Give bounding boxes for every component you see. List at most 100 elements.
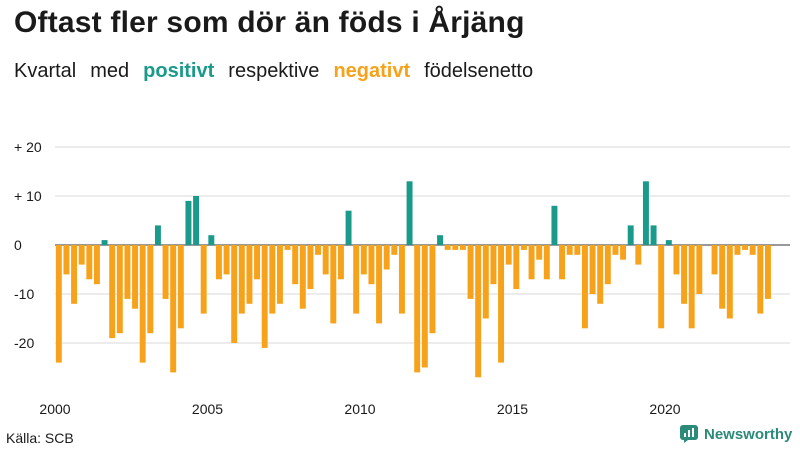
legend-positive: positivt bbox=[143, 60, 215, 82]
bar bbox=[498, 245, 505, 363]
bar bbox=[124, 245, 131, 299]
bar bbox=[513, 245, 520, 290]
bar bbox=[437, 235, 444, 245]
x-tick-label: 2010 bbox=[344, 401, 375, 417]
bar bbox=[475, 245, 482, 378]
source-note: Källa: SCB bbox=[6, 430, 74, 446]
chart-title: Oftast fler som dör än föds i Årjäng bbox=[14, 6, 525, 39]
x-tick-label: 2020 bbox=[649, 401, 680, 417]
subtitle-word-respektive: respektive bbox=[228, 60, 320, 82]
bar bbox=[254, 245, 261, 280]
bar bbox=[406, 181, 413, 245]
bar bbox=[231, 245, 238, 343]
bar bbox=[642, 181, 649, 245]
bar bbox=[726, 245, 733, 319]
bar bbox=[505, 245, 512, 265]
subtitle-word-fodelsenetto: födelsenetto bbox=[424, 60, 534, 82]
subtitle-word-kvartal: Kvartal bbox=[14, 60, 77, 82]
bar bbox=[193, 196, 200, 245]
x-tick-label: 2015 bbox=[497, 401, 528, 417]
bar bbox=[353, 245, 360, 314]
bar bbox=[154, 225, 161, 245]
bar bbox=[757, 245, 764, 314]
bar bbox=[482, 245, 489, 319]
bar bbox=[467, 245, 474, 299]
bar bbox=[170, 245, 177, 373]
bar bbox=[742, 245, 749, 250]
bar bbox=[299, 245, 306, 309]
bar bbox=[452, 245, 459, 250]
y-tick-label: + 20 bbox=[14, 139, 42, 155]
bar bbox=[86, 245, 93, 280]
bar bbox=[635, 245, 642, 265]
brand-name: Newsworthy bbox=[704, 425, 793, 443]
bar bbox=[597, 245, 604, 304]
bar bbox=[185, 200, 192, 245]
bar bbox=[223, 245, 230, 275]
bar bbox=[612, 245, 619, 255]
bar bbox=[566, 245, 573, 255]
legend-negative: negativt bbox=[333, 60, 411, 82]
subtitle-word-med: med bbox=[90, 60, 130, 82]
y-tick-label: -20 bbox=[14, 335, 34, 351]
bar bbox=[658, 245, 665, 329]
bar bbox=[330, 245, 337, 324]
bar bbox=[376, 245, 383, 324]
bar bbox=[101, 240, 108, 245]
bar bbox=[238, 245, 245, 314]
bar bbox=[63, 245, 70, 275]
x-tick-label: 2005 bbox=[192, 401, 223, 417]
bar bbox=[109, 245, 116, 339]
bar bbox=[764, 245, 771, 299]
bar bbox=[673, 245, 680, 275]
bar bbox=[284, 245, 291, 250]
bar bbox=[307, 245, 314, 290]
bar bbox=[215, 245, 222, 280]
bar bbox=[322, 245, 329, 275]
bar bbox=[337, 245, 344, 280]
bar bbox=[650, 225, 657, 245]
bar bbox=[398, 245, 405, 314]
bar bbox=[734, 245, 741, 255]
bar bbox=[132, 245, 139, 309]
bar bbox=[490, 245, 497, 285]
bar bbox=[391, 245, 398, 255]
bar bbox=[360, 245, 367, 275]
bar bbox=[711, 245, 718, 275]
bar bbox=[459, 245, 466, 250]
y-tick-label: -10 bbox=[14, 286, 34, 302]
bar bbox=[162, 245, 169, 299]
bar bbox=[208, 235, 215, 245]
bar bbox=[559, 245, 566, 280]
bar bbox=[414, 245, 421, 373]
bar bbox=[581, 245, 588, 329]
bar bbox=[368, 245, 375, 285]
bar bbox=[261, 245, 268, 348]
bar bbox=[292, 245, 299, 285]
bar bbox=[719, 245, 726, 309]
bar bbox=[627, 225, 634, 245]
bar bbox=[528, 245, 535, 280]
bar bbox=[177, 245, 184, 329]
brand-logo: Newsworthy bbox=[680, 425, 792, 443]
bar bbox=[345, 210, 352, 245]
bar bbox=[421, 245, 428, 368]
bar bbox=[574, 245, 581, 255]
bar bbox=[78, 245, 85, 265]
bar bbox=[429, 245, 436, 334]
newsworthy-icon bbox=[680, 425, 698, 443]
bar bbox=[116, 245, 123, 334]
bar bbox=[620, 245, 627, 260]
bar bbox=[147, 245, 154, 334]
bar bbox=[551, 205, 558, 245]
bar bbox=[749, 245, 756, 255]
bar bbox=[315, 245, 322, 255]
bar bbox=[93, 245, 100, 285]
bar bbox=[589, 245, 596, 294]
bar bbox=[139, 245, 146, 363]
bar bbox=[604, 245, 611, 285]
bar bbox=[276, 245, 283, 304]
bar bbox=[543, 245, 550, 280]
bar bbox=[696, 245, 703, 294]
